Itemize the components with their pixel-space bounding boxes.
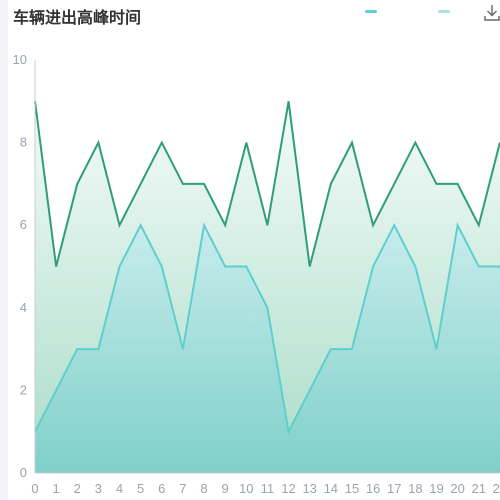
x-tick-label: 0 [31,481,38,496]
x-tick-label: 10 [239,481,253,496]
y-tick-label: 6 [20,217,27,232]
series-2-area [35,225,500,473]
y-tick-label: 10 [13,52,27,67]
legend-series-1[interactable] [365,10,377,13]
x-tick-label: 1 [53,481,60,496]
series-1-line [34,101,500,267]
x-tick-label: 4 [116,481,123,496]
download-icon[interactable] [484,4,500,22]
x-tick-label: 3 [95,481,102,496]
x-tick-label: 7 [179,481,186,496]
x-tick-label: 14 [324,481,338,496]
x-tick-label: 19 [429,481,443,496]
x-tick-label: 12 [281,481,295,496]
y-tick-label: 8 [20,135,27,150]
x-tick-label: 8 [200,481,207,496]
x-tick-label: 21 [472,481,486,496]
y-tick-label: 2 [20,382,27,397]
x-tick-label: 11 [261,481,275,496]
x-tick-label: 18 [408,481,422,496]
x-tick-label: 16 [366,481,380,496]
x-tick-label: 2 [74,481,81,496]
legend-series-2[interactable] [438,10,450,13]
y-tick-label: 4 [20,300,27,315]
series-2-line [34,222,500,435]
chart-title: 车辆进出高峰时间 [13,8,142,27]
x-tick-label: 15 [345,481,359,496]
x-tick-label: 9 [222,481,229,496]
x-tick-label: 5 [137,481,144,496]
x-tick-label: 17 [387,481,401,496]
x-tick-label: 13 [302,481,316,496]
x-tick-label: 6 [158,481,165,496]
x-tick-label: 20 [450,481,464,496]
x-tick-label: 22 [493,481,500,496]
y-tick-label: 0 [20,465,27,480]
